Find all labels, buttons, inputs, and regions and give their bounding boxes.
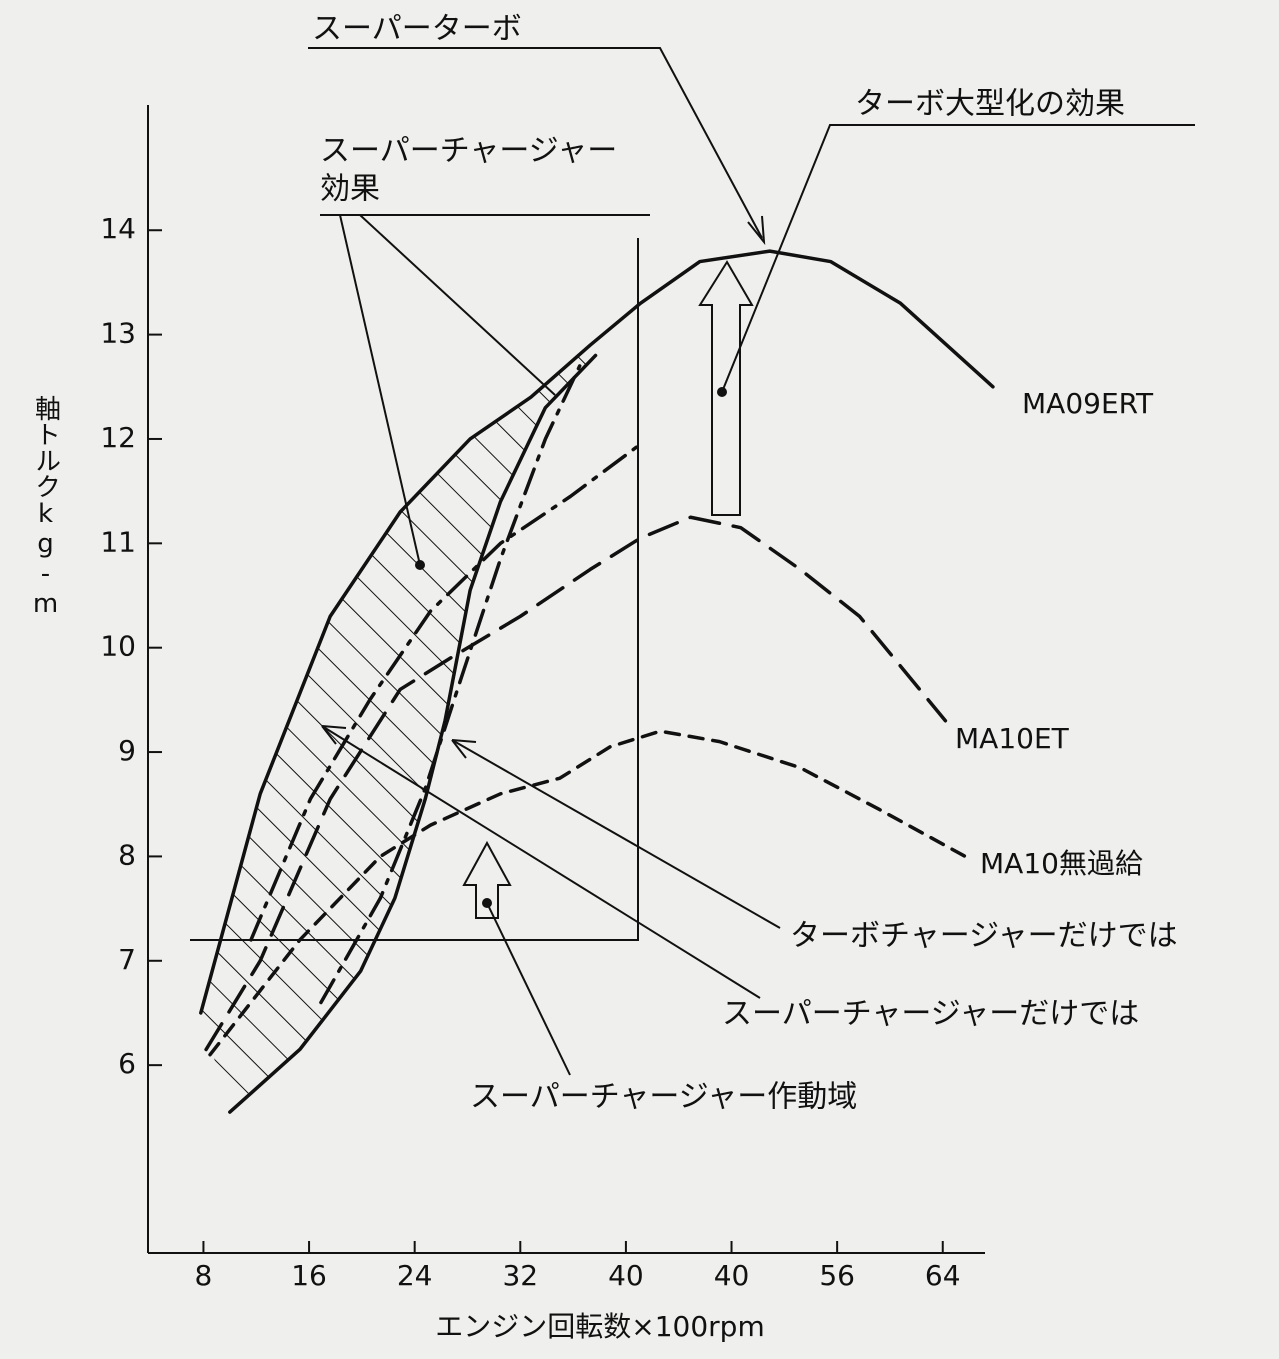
y-tick-label: 10 bbox=[100, 630, 136, 663]
y-tick-label: 7 bbox=[118, 943, 136, 976]
series-line bbox=[249, 442, 643, 942]
series-line bbox=[199, 249, 995, 1015]
hollow-arrow bbox=[462, 840, 512, 919]
arrow-head bbox=[451, 739, 477, 759]
y-tick-label: 14 bbox=[100, 212, 136, 245]
annotation: スーパーターボ bbox=[312, 12, 522, 47]
dot bbox=[415, 560, 425, 570]
series-line bbox=[204, 515, 948, 1052]
leader bbox=[321, 725, 761, 999]
y-tick-label: 8 bbox=[118, 838, 136, 871]
series-label: MA10ET bbox=[955, 722, 1070, 755]
dot bbox=[717, 387, 727, 397]
annotation: 効果 bbox=[320, 172, 380, 207]
hollow-arrow bbox=[698, 260, 754, 516]
series-line bbox=[319, 364, 582, 1005]
x-tick-label: 24 bbox=[397, 1259, 433, 1292]
series-label: MA10無過給 bbox=[980, 847, 1143, 880]
x-tick-label: 32 bbox=[502, 1259, 538, 1292]
leader bbox=[359, 214, 556, 396]
leader bbox=[486, 902, 571, 1076]
operating-region bbox=[190, 238, 639, 941]
x-tick-label: 40 bbox=[608, 1259, 644, 1292]
y-axis-title: 軸トルクkg-m bbox=[31, 395, 61, 619]
x-tick-label: 16 bbox=[291, 1259, 327, 1292]
y-tick-label: 6 bbox=[118, 1047, 136, 1080]
x-tick-label: 64 bbox=[925, 1259, 961, 1292]
x-tick-label: 56 bbox=[819, 1259, 855, 1292]
series-label: スーパーチャージャーだけでは bbox=[722, 997, 1139, 1032]
arrow-head bbox=[321, 725, 347, 745]
y-tick-label: 13 bbox=[100, 317, 136, 350]
x-axis-title: エンジン回転数×100rpm bbox=[435, 1310, 764, 1343]
annotation: スーパーチャージャー作動域 bbox=[470, 1080, 857, 1115]
hatch-layer bbox=[200, 345, 596, 1113]
annotation-lines bbox=[147, 47, 1195, 1254]
dot bbox=[482, 898, 492, 908]
y-tick-label: 9 bbox=[118, 734, 136, 767]
leader bbox=[308, 47, 763, 239]
annotation: ターボ大型化の効果 bbox=[855, 87, 1125, 122]
hatch-region bbox=[200, 345, 596, 1113]
y-tick-label: 11 bbox=[100, 525, 136, 558]
x-tick-label: 40 bbox=[714, 1259, 750, 1292]
arrow-head bbox=[747, 215, 766, 246]
annotation: スーパーチャージャー bbox=[320, 134, 617, 169]
series-label: ターボチャージャーだけでは bbox=[790, 919, 1178, 954]
series-label: MA09ERT bbox=[1022, 387, 1154, 420]
series-line bbox=[208, 729, 967, 1057]
leader bbox=[451, 739, 781, 929]
y-tick-label: 12 bbox=[100, 421, 136, 454]
leader bbox=[721, 124, 1195, 393]
x-tick-label: 8 bbox=[195, 1259, 213, 1292]
